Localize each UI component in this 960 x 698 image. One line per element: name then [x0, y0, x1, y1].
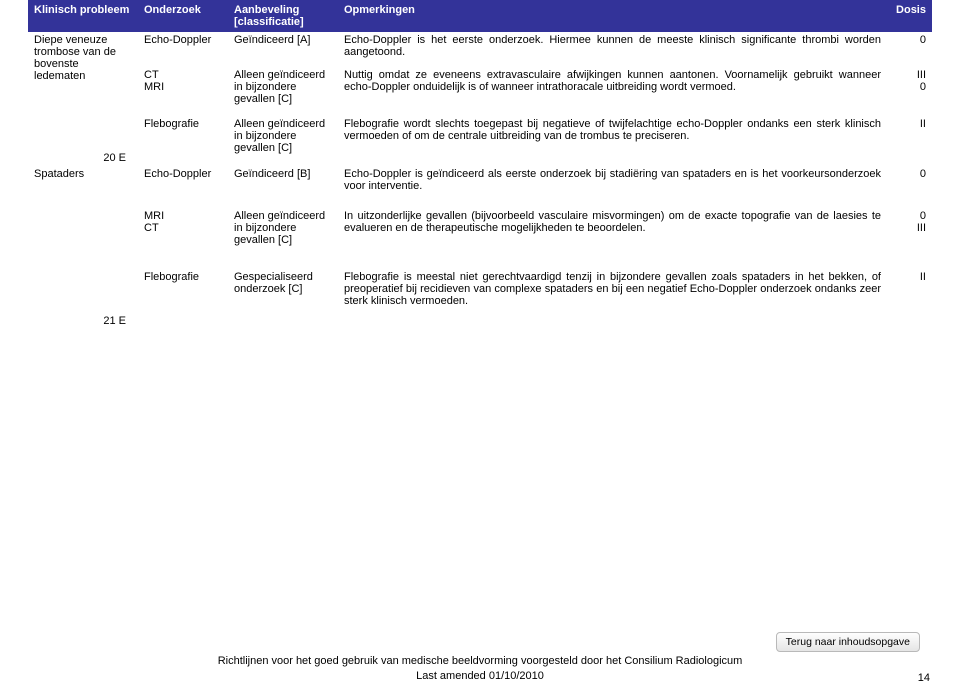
back-to-toc-button[interactable]: Terug naar inhoudsopgave	[776, 632, 920, 652]
cell-problem-1: Diepe veneuze trombose van de bovenste l…	[28, 32, 138, 166]
cell-aanbeveling-5: Alleen geïndiceerd in bijzondere gevalle…	[228, 208, 338, 268]
page-footer: Richtlijnen voor het goed gebruik van me…	[0, 654, 960, 684]
th-dosis: Dosis	[887, 0, 932, 32]
problem-2-code: 21 E	[34, 315, 132, 327]
onderzoek-2a: CT	[144, 69, 222, 81]
problem-2-label: Spataders	[34, 168, 132, 180]
cell-aanbeveling-6: Gespecialiseerd onderzoek [C]	[228, 269, 338, 329]
cell-dosis-5: 0 III	[887, 208, 932, 268]
footer-line-1: Richtlijnen voor het goed gebruik van me…	[218, 655, 743, 667]
cell-opm-3: Flebografie wordt slechts toegepast bij …	[338, 116, 887, 166]
cell-onderzoek-3: Flebografie	[138, 116, 228, 166]
cell-dosis-6: II	[887, 269, 932, 329]
cell-aanbeveling-4: Geïndiceerd [B]	[228, 166, 338, 208]
cell-onderzoek-1: Echo-Doppler	[138, 32, 228, 67]
onderzoek-2b: MRI	[144, 81, 222, 93]
cell-dosis-2: III 0	[887, 67, 932, 117]
cell-onderzoek-6: Flebografie	[138, 269, 228, 329]
cell-aanbeveling-3: Alleen geïndiceerd in bijzondere gevalle…	[228, 116, 338, 166]
cell-dosis-1: 0	[887, 32, 932, 67]
cell-aanbeveling-2: Alleen geïndiceerd in bijzondere gevalle…	[228, 67, 338, 117]
cell-dosis-4: 0	[887, 166, 932, 208]
problem-1-label: Diepe veneuze trombose van de bovenste l…	[34, 34, 132, 82]
cell-opm-5: In uitzonderlijke gevallen (bijvoorbeeld…	[338, 208, 887, 268]
cell-opm-6: Flebografie is meestal niet gerechtvaard…	[338, 269, 887, 329]
th-problem: Klinisch probleem	[28, 0, 138, 32]
cell-opm-2: Nuttig omdat ze eveneens extravasculaire…	[338, 67, 887, 117]
cell-aanbeveling-1: Geïndiceerd [A]	[228, 32, 338, 67]
dosis-5b: III	[893, 222, 926, 234]
guideline-table: Klinisch probleem Onderzoek Aanbeveling …	[28, 0, 932, 329]
th-aanbeveling: Aanbeveling [classificatie]	[228, 0, 338, 32]
dosis-5a: 0	[893, 210, 926, 222]
cell-dosis-3: II	[887, 116, 932, 166]
dosis-2a: III	[893, 69, 926, 81]
cell-onderzoek-2: CT MRI	[138, 67, 228, 117]
onderzoek-5b: CT	[144, 222, 222, 234]
cell-opm-1: Echo-Doppler is het eerste onderzoek. Hi…	[338, 32, 887, 67]
onderzoek-5a: MRI	[144, 210, 222, 222]
cell-onderzoek-5: MRI CT	[138, 208, 228, 268]
problem-1-code: 20 E	[34, 152, 132, 164]
dosis-2b: 0	[893, 81, 926, 93]
cell-opm-4: Echo-Doppler is geïndiceerd als eerste o…	[338, 166, 887, 208]
cell-onderzoek-4: Echo-Doppler	[138, 166, 228, 208]
cell-problem-2: Spataders 21 E	[28, 166, 138, 329]
footer-line-2: Last amended 01/10/2010	[416, 670, 544, 682]
th-opmerkingen: Opmerkingen	[338, 0, 887, 32]
page-number: 14	[918, 672, 930, 684]
th-onderzoek: Onderzoek	[138, 0, 228, 32]
